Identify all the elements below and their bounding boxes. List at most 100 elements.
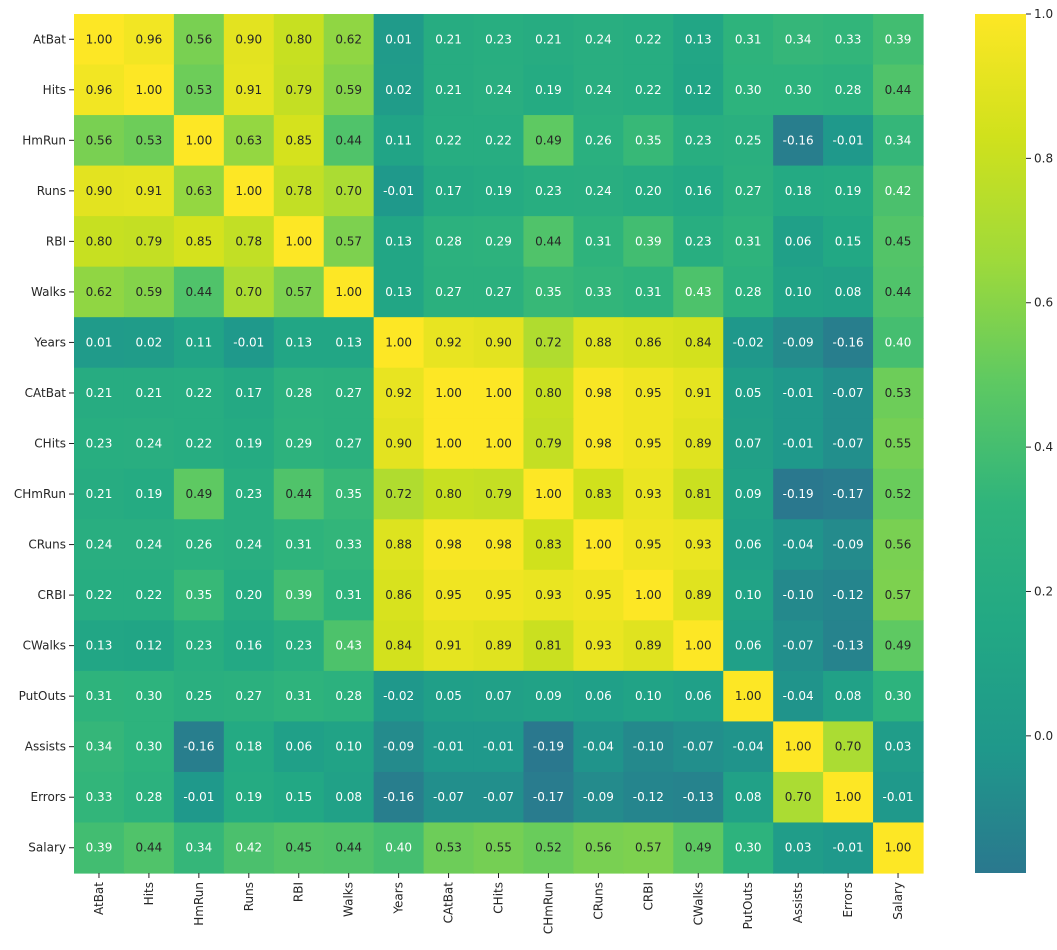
heatmap-cell-Walks-CHmRun	[523, 266, 575, 318]
cell-value-label: 0.39	[285, 588, 312, 602]
heatmap-cell-CAtBat-CWalks	[673, 367, 724, 419]
heatmap-cell-Errors-PutOuts	[723, 771, 774, 824]
heatmap-cell-Runs-CHits	[473, 165, 525, 217]
cell-value-label: 0.21	[136, 386, 163, 400]
cell-value-label: -0.16	[383, 790, 414, 804]
cell-value-label: 0.06	[735, 538, 762, 552]
cell-value-label: 0.13	[685, 32, 712, 46]
cell-value-label: 0.42	[235, 841, 262, 855]
cell-value-label: -0.01	[833, 133, 864, 147]
heatmap-cell-Errors-Walks	[323, 771, 375, 824]
heatmap-cell-CRuns-AtBat	[74, 519, 125, 571]
heatmap-cell-CAtBat-HmRun	[173, 367, 225, 419]
heatmap-cell-CHmRun-Assists	[773, 468, 824, 520]
cell-value-label: 0.08	[735, 790, 762, 804]
heatmap-cell-Walks-CWalks	[673, 266, 724, 318]
heatmap-cell-CRBI-Assists	[773, 569, 824, 621]
cell-value-label: 0.44	[335, 841, 362, 855]
colorbar-tick-label: 0.8	[1034, 151, 1053, 165]
x-tick-label-Runs: Runs	[242, 882, 256, 911]
cell-value-label: 0.35	[185, 588, 212, 602]
y-tick-label-Assists: Assists	[25, 740, 66, 754]
heatmap-cell-PutOuts-CWalks	[673, 670, 724, 723]
cell-value-label: 0.95	[635, 437, 662, 451]
heatmap-cell-RBI-CHits	[473, 216, 525, 268]
heatmap-cell-Runs-CRBI	[623, 165, 674, 217]
cell-value-label: 0.06	[585, 689, 612, 703]
heatmap-cell-Years-Assists	[773, 317, 824, 369]
x-tick-label-HmRun: HmRun	[192, 882, 206, 926]
heatmap-cell-Runs-Hits	[123, 165, 175, 217]
heatmap-cell-Assists-CRuns	[573, 721, 624, 773]
cell-value-label: -0.13	[683, 790, 714, 804]
cell-value-label: 0.30	[885, 689, 912, 703]
heatmap-cell-Errors-Salary	[873, 771, 924, 824]
cell-value-label: 0.13	[335, 335, 362, 349]
cell-value-label: 0.57	[635, 841, 662, 855]
cell-value-label: 0.05	[735, 386, 762, 400]
y-tick-label-Runs: Runs	[37, 184, 66, 198]
cell-value-label: 0.20	[635, 184, 662, 198]
y-tick-label-CRBI: CRBI	[38, 588, 67, 602]
cell-value-label: 0.27	[335, 437, 362, 451]
heatmap-cell-Errors-HmRun	[173, 771, 225, 824]
heatmap-cells	[74, 14, 924, 874]
cell-value-label: 1.00	[435, 386, 462, 400]
heatmap-cell-CHits-Years	[373, 418, 425, 470]
x-tick-label-CHmRun: CHmRun	[541, 882, 555, 934]
cell-value-label: 0.56	[585, 841, 612, 855]
heatmap-cell-CAtBat-Assists	[773, 367, 824, 419]
cell-value-label: 1.00	[86, 32, 113, 46]
cell-value-label: 0.98	[485, 538, 512, 552]
cell-value-label: 0.93	[685, 538, 712, 552]
cell-value-label: -0.01	[383, 184, 414, 198]
heatmap-cell-Years-CHmRun	[523, 317, 575, 369]
heatmap-cell-CWalks-Walks	[323, 620, 375, 672]
heatmap-cell-HmRun-Runs	[223, 115, 275, 167]
heatmap-cell-CRuns-HmRun	[173, 519, 225, 571]
heatmap-cell-Walks-Runs	[223, 266, 275, 318]
cell-value-label: 0.44	[535, 234, 562, 248]
cell-value-label: 0.25	[185, 689, 212, 703]
heatmap-cell-Years-Walks	[323, 317, 375, 369]
cell-value-label: 1.00	[635, 588, 662, 602]
cell-value-label: 0.27	[735, 184, 762, 198]
cell-value-label: 0.22	[435, 133, 462, 147]
cell-value-label: -0.16	[783, 133, 814, 147]
heatmap-cell-Errors-CWalks	[673, 771, 724, 824]
cell-value-label: 0.44	[885, 83, 912, 97]
heatmap-cell-CHmRun-CAtBat	[423, 468, 475, 520]
cell-value-label: 0.13	[285, 335, 312, 349]
cell-value-label: 0.08	[835, 285, 862, 299]
heatmap-cell-CAtBat-CRuns	[573, 367, 624, 419]
heatmap-cell-CHmRun-HmRun	[173, 468, 225, 520]
heatmap-cell-Walks-CAtBat	[423, 266, 475, 318]
cell-value-label: -0.19	[533, 740, 564, 754]
cell-value-label: -0.10	[783, 588, 814, 602]
cell-value-label: 0.24	[136, 538, 163, 552]
heatmap-cell-CWalks-Salary	[873, 620, 924, 672]
y-tick-label-Walks: Walks	[31, 285, 66, 299]
cell-value-label: 0.95	[485, 588, 512, 602]
cell-value-label: 1.00	[885, 841, 912, 855]
heatmap-cell-CRBI-PutOuts	[723, 569, 774, 621]
heatmap-cell-Assists-Assists	[773, 721, 824, 773]
cell-value-label: -0.01	[433, 740, 464, 754]
heatmap-cell-Hits-Years	[373, 64, 425, 116]
colorbar-tick-label: 0.6	[1034, 296, 1053, 310]
cell-value-label: 0.35	[535, 285, 562, 299]
heatmap-cell-PutOuts-Walks	[323, 670, 375, 723]
heatmap-cell-Errors-Hits	[123, 771, 175, 824]
heatmap-cell-CRuns-CHmRun	[523, 519, 575, 571]
heatmap-cell-RBI-CRuns	[573, 216, 624, 268]
heatmap-cell-CRBI-Hits	[123, 569, 175, 621]
cell-value-label: 0.22	[86, 588, 113, 602]
heatmap-cell-CAtBat-Years	[373, 367, 425, 419]
cell-value-label: 0.79	[285, 83, 312, 97]
x-tick-label-Salary: Salary	[891, 882, 905, 920]
heatmap-cell-Assists-Years	[373, 721, 425, 773]
y-tick-label-RBI: RBI	[46, 234, 66, 248]
cell-value-label: 0.56	[185, 32, 212, 46]
heatmap-cell-RBI-PutOuts	[723, 216, 774, 268]
heatmap-cell-AtBat-CHits	[473, 14, 525, 66]
